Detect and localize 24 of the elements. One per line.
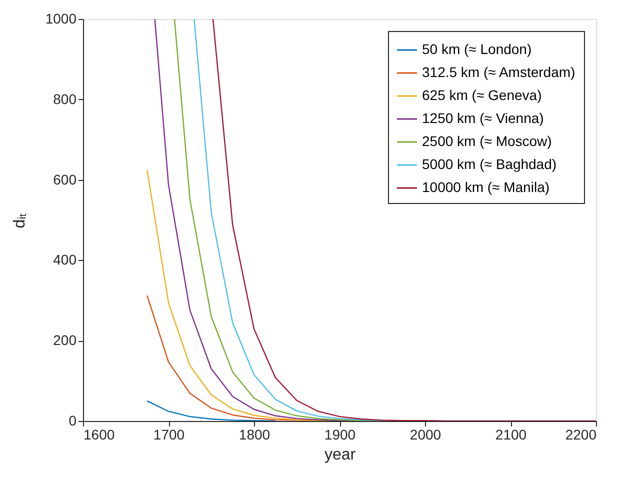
legend-label: 5000 km (≈ Baghdad) — [422, 156, 557, 172]
legend-label: 50 km (≈ London) — [422, 41, 532, 57]
x-tick-label: 1700 — [153, 426, 185, 442]
x-tick-label: 2200 — [565, 426, 597, 442]
x-axis-title: year — [324, 446, 356, 464]
legend-label: 2500 km (≈ Moscow) — [422, 133, 552, 149]
y-tick-label: 1000 — [45, 10, 77, 26]
legend-label: 1250 km (≈ Vienna) — [422, 110, 544, 126]
x-tick-label: 2100 — [495, 426, 527, 442]
x-tick-label: 1900 — [324, 426, 356, 442]
y-tick-label: 400 — [53, 252, 77, 268]
line-series — [212, 19, 596, 421]
x-tick-label: 1800 — [238, 426, 270, 442]
y-axis-title: dᵢₜ — [11, 212, 28, 228]
y-tick-label: 200 — [53, 332, 77, 348]
line-series — [146, 400, 276, 421]
x-tick-label: 1600 — [84, 426, 115, 442]
y-tick-label: 800 — [53, 90, 77, 107]
legend-label: 312.5 km (≈ Amsterdam) — [422, 64, 576, 80]
y-tick-label: 0 — [68, 412, 77, 428]
y-tick-label: 600 — [53, 171, 77, 188]
x-tick-label: 2000 — [410, 426, 442, 442]
legend-label: 10000 km (≈ Manila) — [422, 179, 550, 195]
legend-label: 625 km (≈ Geneva) — [422, 87, 542, 103]
